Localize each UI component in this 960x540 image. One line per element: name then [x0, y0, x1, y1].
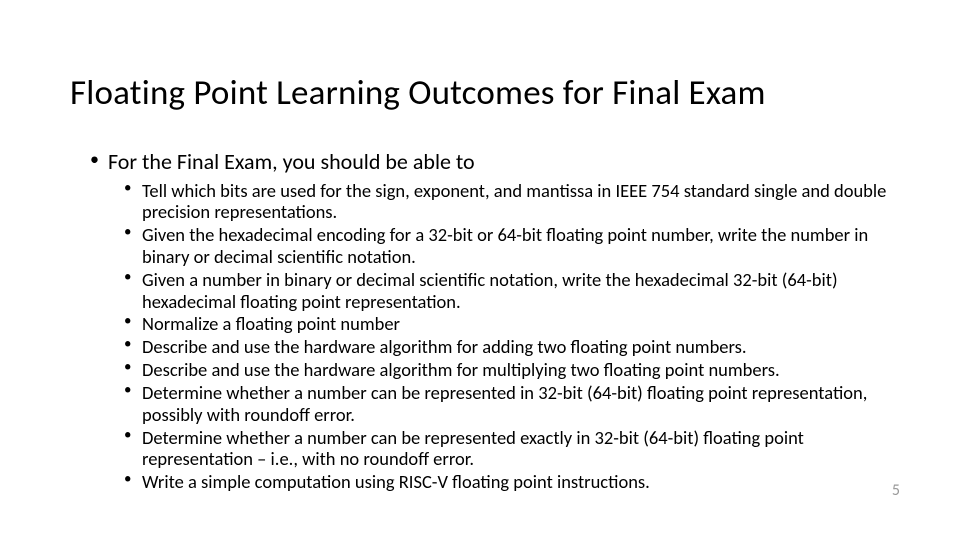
- list-item: Given a number in binary or decimal scie…: [124, 269, 900, 313]
- list-item: Determine whether a number can be repres…: [124, 427, 900, 471]
- bullet-list-level2: Tell which bits are used for the sign, e…: [124, 180, 900, 494]
- list-item: Describe and use the hardware algorithm …: [124, 336, 900, 358]
- list-item: Normalize a floating point number: [124, 313, 900, 335]
- list-item: Tell which bits are used for the sign, e…: [124, 180, 900, 224]
- slide: Floating Point Learning Outcomes for Fin…: [0, 0, 960, 540]
- page-number: 5: [892, 481, 900, 500]
- list-item: Describe and use the hardware algorithm …: [124, 359, 900, 381]
- slide-body: For the Final Exam, you should be able t…: [90, 148, 900, 495]
- intro-text: For the Final Exam, you should be able t…: [108, 148, 475, 175]
- list-item: Determine whether a number can be repres…: [124, 382, 900, 426]
- bullet-list-level1: For the Final Exam, you should be able t…: [90, 148, 900, 493]
- list-item: Given the hexadecimal encoding for a 32-…: [124, 224, 900, 268]
- intro-bullet: For the Final Exam, you should be able t…: [90, 148, 900, 493]
- slide-title: Floating Point Learning Outcomes for Fin…: [70, 72, 766, 114]
- list-item: Write a simple computation using RISC-V …: [124, 471, 900, 493]
